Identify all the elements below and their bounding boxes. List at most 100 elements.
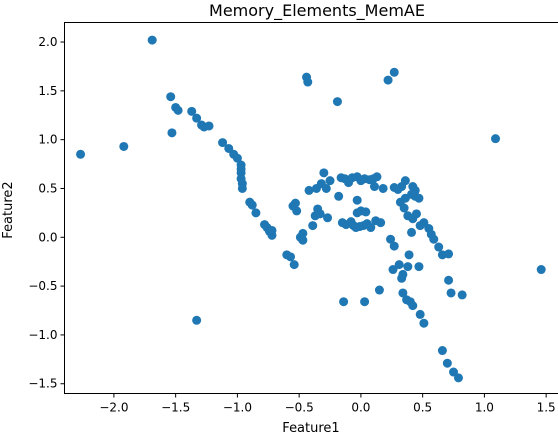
x-tick-label: 0.5 [413,401,432,415]
data-point [453,373,463,383]
data-point [397,273,407,283]
data-point [429,234,439,244]
data-point [298,235,308,245]
data-point [419,318,429,328]
y-tick-label: −1.5 [28,377,57,391]
data-point [166,92,176,102]
data-point [303,77,313,87]
data-point [339,297,349,307]
data-point [286,252,295,262]
data-point [366,223,376,233]
data-point [446,288,456,298]
x-axis-label: Feature1 [282,421,339,435]
data-point [173,105,183,115]
data-point [352,195,362,205]
data-point [290,198,300,208]
data-point [361,207,371,217]
data-point [304,185,314,195]
data-point [332,97,342,107]
data-point [414,262,424,272]
data-point [437,346,447,356]
data-point [444,249,454,259]
data-point [449,367,459,377]
data-point [204,121,214,131]
y-tick-label: −1.0 [28,328,57,342]
y-tick-label: 2.0 [38,35,57,49]
data-point [442,358,452,368]
data-point [369,182,379,192]
x-tick-label: 1.5 [537,401,556,415]
x-tick-label: −0.5 [285,401,314,415]
y-tick-label: 1.0 [38,133,57,147]
data-point [444,275,454,285]
data-point [167,128,177,138]
data-point [119,141,129,151]
data-point [414,193,424,203]
data-point [389,241,399,251]
x-tick-label: −2.0 [99,401,128,415]
data-point [434,242,444,252]
data-point [76,149,86,159]
data-point [398,288,408,298]
data-point [147,35,157,45]
y-axis-label: Feature2 [1,181,16,238]
data-point [323,213,333,223]
data-point [386,234,396,244]
data-point [325,176,335,186]
data-point [321,183,331,193]
x-tick-label: 1.0 [475,401,494,415]
data-point [310,211,320,221]
y-tick-label: 0.0 [38,230,57,244]
y-tick-label: 0.5 [38,181,57,195]
data-point [218,138,228,148]
data-point [360,297,370,307]
data-point [298,228,308,238]
data-point [457,290,467,300]
data-point [388,265,398,275]
data-point [415,221,425,231]
data-point [408,301,418,311]
data-point [415,309,425,319]
data-point [192,113,202,123]
data-point [232,153,242,163]
data-point [536,265,546,275]
y-tick-label: −0.5 [28,279,57,293]
data-point [389,67,399,77]
data-point [378,183,388,193]
data-point [372,172,382,182]
data-point [374,285,384,295]
data-point [407,227,417,237]
data-point [224,143,234,153]
data-point [411,209,421,219]
data-point [376,218,386,228]
data-point [403,262,413,272]
data-point [313,204,323,214]
x-tick-label: −1.5 [161,401,190,415]
data-point [289,260,299,270]
data-point [187,106,197,116]
chart-title: Memory_Elements_MemAE [209,1,425,21]
data-point [237,183,247,193]
data-point [404,250,414,260]
data-point [383,75,393,85]
data-point [394,260,404,270]
data-point [400,176,410,186]
data-point [267,225,277,235]
data-point [319,168,329,178]
data-point [334,191,344,201]
axis-ticks: −2.0 −1.5 −1.0 −0.5 0.0 0.5 1.0 1.5 −1.5 −1.0 −0.5… [28,35,555,414]
data-point [491,134,501,144]
data-point [192,315,202,325]
scatter-points [76,35,546,383]
data-point [308,221,318,231]
x-tick-label: 0.0 [351,401,370,415]
data-point [247,200,257,210]
data-point [399,203,409,213]
y-tick-label: 1.5 [38,84,57,98]
x-tick-label: −1.0 [223,401,252,415]
data-point [251,208,261,218]
data-point [352,208,362,218]
plot-frame [64,22,558,394]
